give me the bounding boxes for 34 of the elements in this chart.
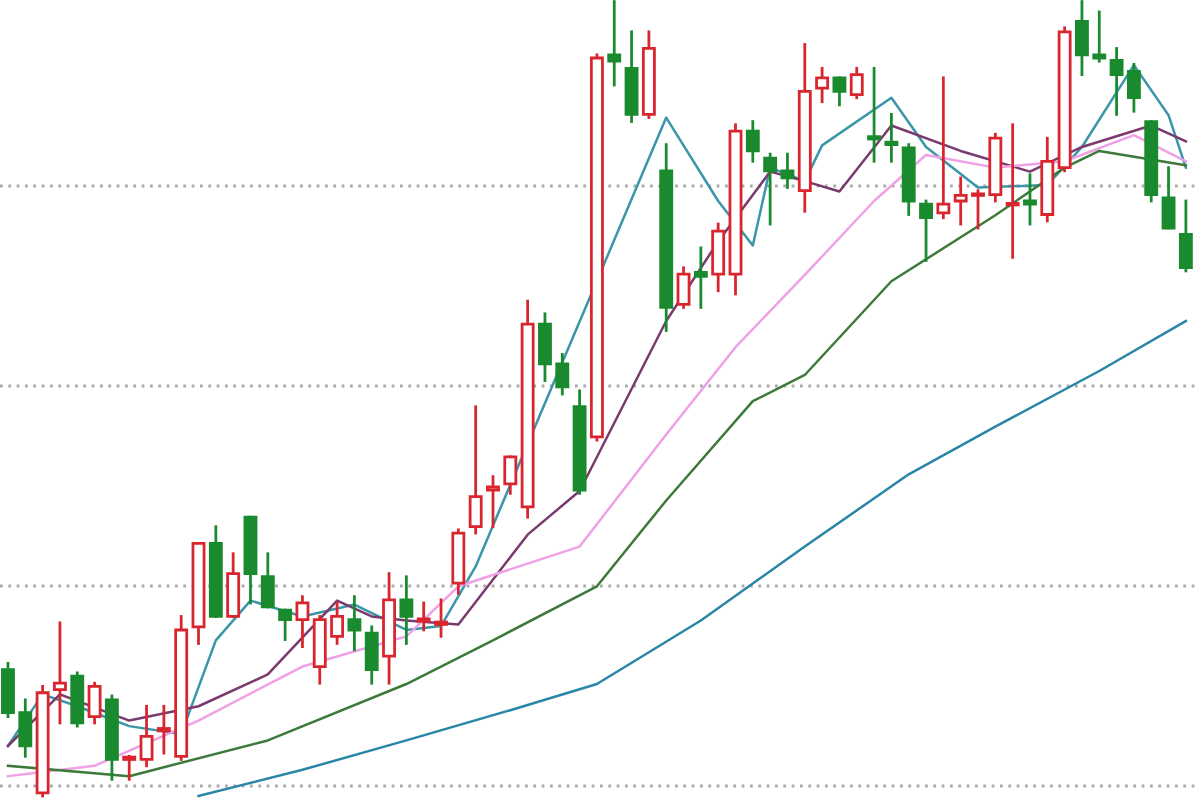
- candlestick: [745, 120, 760, 163]
- candlestick: [1161, 166, 1176, 230]
- candlestick: [919, 199, 933, 262]
- candlestick: [936, 76, 951, 220]
- candlestick: [1178, 199, 1193, 273]
- candlestick: [486, 475, 500, 529]
- candlestick: [676, 266, 691, 309]
- candlestick: [1023, 173, 1037, 226]
- candlestick: [849, 66, 864, 100]
- candlestick: [624, 30, 639, 123]
- candlestick: [399, 575, 414, 645]
- candlestick: [53, 621, 67, 725]
- candlestick: [347, 595, 362, 652]
- candlestick: [139, 704, 154, 768]
- candlestick: [711, 222, 726, 293]
- candlestick: [884, 113, 899, 163]
- candlestick: [226, 552, 241, 618]
- candlestick: [503, 455, 518, 495]
- candlestick: [1005, 123, 1020, 259]
- candlestick: [87, 681, 102, 725]
- candlestick: [295, 595, 310, 649]
- candlestick: [607, 0, 622, 87]
- candlestick: [468, 405, 483, 535]
- candlestick: [364, 625, 379, 685]
- candlestick: [815, 66, 830, 104]
- candlestick: [780, 152, 795, 189]
- candlestick: [260, 552, 275, 609]
- candlestick: [693, 246, 708, 309]
- candlestick: [70, 671, 85, 728]
- candlestick: [122, 754, 137, 781]
- candlestick: [867, 66, 882, 163]
- candlestick: [832, 76, 847, 107]
- candlestick: [278, 608, 293, 641]
- candlestick: [763, 152, 778, 226]
